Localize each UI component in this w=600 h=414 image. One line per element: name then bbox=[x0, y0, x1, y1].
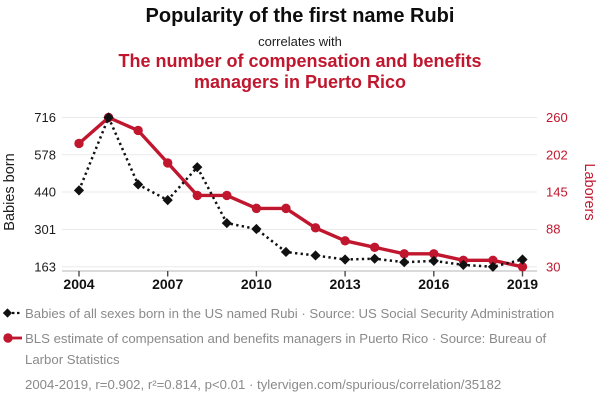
data-point-laborers bbox=[133, 125, 143, 136]
data-point-laborers bbox=[429, 249, 439, 259]
gridlines bbox=[62, 117, 537, 268]
x-tick-label: 2019 bbox=[507, 276, 538, 292]
x-tick-label: 2013 bbox=[330, 276, 361, 292]
diamond-dashed-icon bbox=[3, 308, 22, 318]
y-tick-label-right: 88 bbox=[546, 222, 560, 237]
data-point-babies bbox=[428, 255, 439, 266]
y-tick-label-right: 260 bbox=[546, 110, 568, 125]
stats-footer: 2004-2019, r=0.902, r²=0.814, p<0.01 · t… bbox=[25, 377, 502, 392]
x-axis: 2004 2007 2010 2013 2016 2019 bbox=[62, 270, 538, 292]
page-title: Popularity of the first name Rubi bbox=[145, 5, 455, 27]
data-point-laborers bbox=[488, 255, 498, 266]
y-tick-label-right: 30 bbox=[546, 259, 560, 274]
data-point-babies bbox=[221, 217, 232, 229]
data-point-laborers bbox=[251, 203, 262, 214]
circle-solid-icon bbox=[3, 333, 22, 343]
data-point-laborers bbox=[281, 203, 291, 214]
data-point-babies bbox=[280, 246, 292, 258]
chart-generated: 2004 2007 2010 2013 2016 2019 163 301 440 578 716 3… bbox=[34, 110, 567, 292]
data-point-babies bbox=[517, 254, 528, 265]
data-point-laborers bbox=[369, 242, 380, 253]
legend-label-babies: Babies of all sexes born in the US named… bbox=[25, 306, 555, 321]
y-axis-left-ticks: 163 301 440 578 716 bbox=[34, 110, 56, 274]
x-tick-label: 2016 bbox=[418, 276, 449, 292]
data-point-babies bbox=[458, 259, 469, 271]
data-point-babies bbox=[251, 223, 262, 235]
data-point-babies bbox=[310, 250, 321, 261]
correlate-title: The number of compensation and benefits … bbox=[118, 51, 482, 93]
data-point-babies bbox=[103, 112, 114, 123]
data-point-babies bbox=[369, 253, 380, 264]
legend-item-babies: Babies of all sexes born in the US named… bbox=[3, 303, 560, 324]
legend-item-laborers: BLS estimate of compensation and benefit… bbox=[3, 328, 560, 370]
y-axis-label-right: Laborers bbox=[581, 163, 597, 220]
data-point-laborers bbox=[74, 138, 84, 149]
data-point-babies bbox=[340, 254, 351, 265]
data-point-babies bbox=[192, 162, 203, 173]
y-tick-label-left: 716 bbox=[34, 110, 56, 125]
correlates-with-label: correlates with bbox=[258, 34, 342, 49]
y-tick-label-left: 163 bbox=[34, 259, 56, 274]
y-tick-label-left: 578 bbox=[34, 147, 56, 162]
x-tick-label: 2010 bbox=[241, 276, 272, 292]
data-point-laborers bbox=[163, 158, 173, 168]
data-point-babies bbox=[399, 257, 410, 268]
legend: Babies of all sexes born in the US named… bbox=[3, 303, 560, 395]
y-tick-label-right: 145 bbox=[546, 185, 568, 200]
y-tick-label-left: 440 bbox=[34, 185, 56, 200]
series-laborers bbox=[74, 112, 528, 272]
data-point-laborers bbox=[340, 236, 350, 246]
data-point-laborers bbox=[399, 249, 409, 259]
data-point-babies bbox=[487, 261, 499, 272]
data-point-babies bbox=[162, 195, 173, 206]
data-point-laborers bbox=[192, 190, 202, 201]
data-point-laborers bbox=[517, 262, 528, 272]
chart-svg: 2004 2007 2010 2013 2016 2019 163 301 440 578 716 3… bbox=[2, 110, 597, 292]
data-point-babies bbox=[133, 179, 144, 190]
data-point-laborers bbox=[222, 190, 232, 201]
data-point-babies bbox=[73, 185, 85, 196]
series-babies bbox=[73, 112, 528, 272]
legend-label-laborers: BLS estimate of compensation and benefit… bbox=[25, 331, 547, 367]
y-axis-right-ticks: 30 88 145 202 260 bbox=[546, 110, 568, 274]
x-tick-label: 2004 bbox=[63, 276, 94, 292]
data-point-laborers bbox=[310, 223, 321, 233]
y-tick-label-right: 202 bbox=[546, 148, 568, 163]
x-tick-label: 2007 bbox=[152, 276, 183, 292]
y-axis-label-left: Babies born bbox=[2, 153, 18, 230]
y-tick-label-left: 301 bbox=[34, 222, 56, 237]
